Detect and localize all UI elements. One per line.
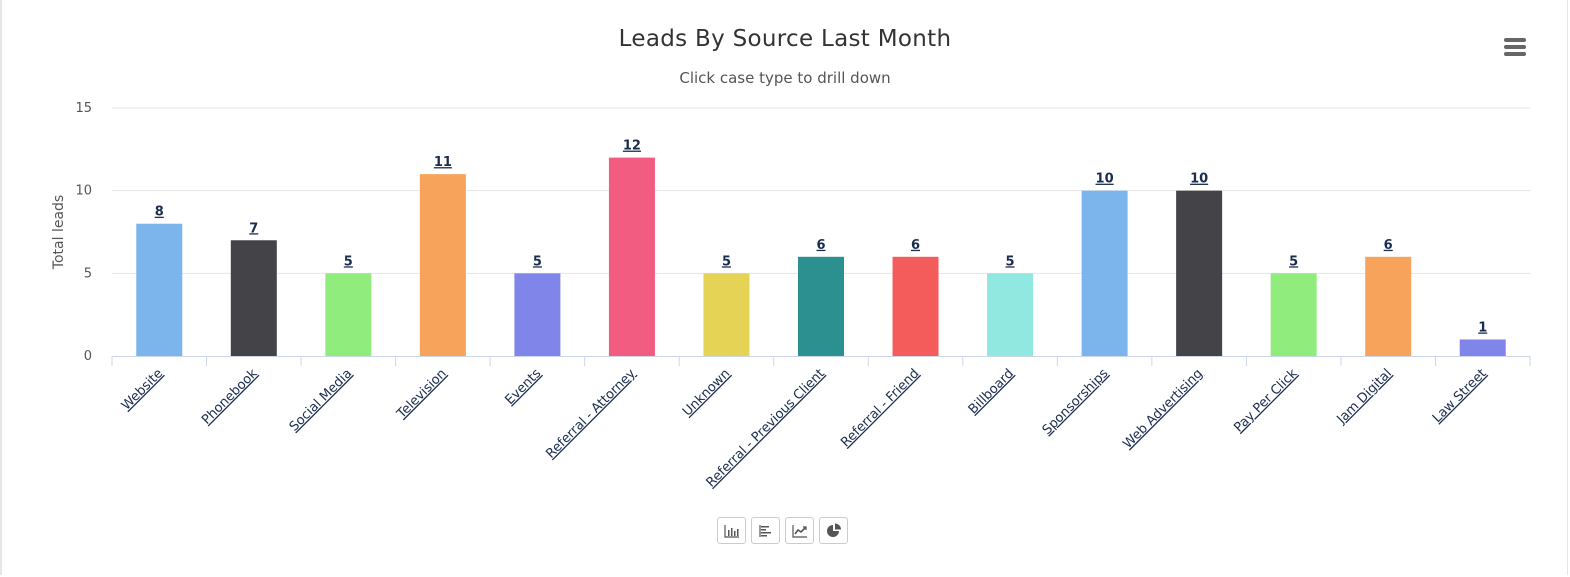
bar[interactable] [136, 223, 183, 356]
bar[interactable] [892, 256, 939, 356]
bar[interactable] [230, 240, 277, 356]
y-tick-label: 10 [75, 184, 92, 199]
x-category-label[interactable]: Website [119, 366, 166, 413]
data-label: 7 [249, 221, 258, 236]
y-axis-title: Total leads [51, 195, 67, 270]
data-label: 6 [911, 238, 920, 253]
x-category-label[interactable]: Referral - Attorney [543, 366, 639, 462]
bar[interactable] [1459, 339, 1506, 356]
bar[interactable] [703, 273, 750, 356]
x-category-label[interactable]: Unknown [680, 366, 733, 419]
data-label: 5 [1289, 254, 1298, 269]
bar[interactable] [1365, 256, 1412, 356]
bar[interactable] [514, 273, 561, 356]
y-tick-label: 5 [84, 266, 92, 281]
x-category-label[interactable]: Jam Digital [1334, 366, 1395, 427]
chart-subtitle: Click case type to drill down [679, 69, 891, 87]
data-label: 5 [533, 254, 542, 269]
data-label: 12 [623, 139, 641, 154]
bar[interactable] [987, 273, 1034, 356]
pie-chart-icon [826, 523, 841, 537]
x-category-label[interactable]: Sponsorships [1040, 366, 1112, 438]
bar-chart-icon [758, 524, 771, 537]
bar[interactable] [1270, 273, 1317, 356]
data-label: 10 [1190, 172, 1208, 187]
x-category-label[interactable]: Phonebook [199, 366, 261, 428]
data-label: 5 [1006, 254, 1015, 269]
data-label: 1 [1478, 320, 1487, 335]
y-tick-label: 15 [75, 101, 92, 116]
data-label: 8 [155, 205, 164, 220]
data-label: 5 [722, 254, 731, 269]
hamburger-menu-icon[interactable] [1500, 34, 1530, 60]
chart-title: Leads By Source Last Month [618, 26, 952, 52]
bar[interactable] [1176, 190, 1223, 356]
x-category-label[interactable]: Law Street [1430, 366, 1490, 426]
x-category-label[interactable]: Web Advertising [1120, 366, 1206, 452]
bar[interactable] [1081, 190, 1128, 356]
data-label: 10 [1096, 172, 1114, 187]
data-label: 6 [816, 238, 825, 253]
y-tick-label: 0 [84, 349, 92, 364]
data-label: 5 [344, 254, 353, 269]
bar-chart-button[interactable] [751, 517, 780, 544]
x-category-label[interactable]: Referral - Friend [838, 366, 922, 450]
bar[interactable] [325, 273, 372, 356]
column-chart-icon [723, 524, 739, 538]
line-chart-icon [791, 524, 807, 538]
x-category-label[interactable]: Events [502, 366, 544, 408]
line-chart-button[interactable] [785, 517, 814, 544]
bar[interactable] [608, 157, 655, 356]
x-category-label[interactable]: Pay Per Click [1231, 366, 1301, 436]
bar[interactable] [798, 256, 844, 356]
data-label: 11 [434, 155, 452, 170]
bar[interactable] [419, 174, 466, 356]
chart-type-toolbar [717, 517, 848, 545]
x-category-label[interactable]: Social Media [287, 366, 355, 434]
pie-chart-button[interactable] [819, 517, 848, 544]
x-category-label[interactable]: Television [394, 366, 450, 422]
data-label: 6 [1384, 238, 1393, 253]
x-category-label[interactable]: Billboard [966, 366, 1017, 417]
column-chart-button[interactable] [717, 517, 746, 544]
